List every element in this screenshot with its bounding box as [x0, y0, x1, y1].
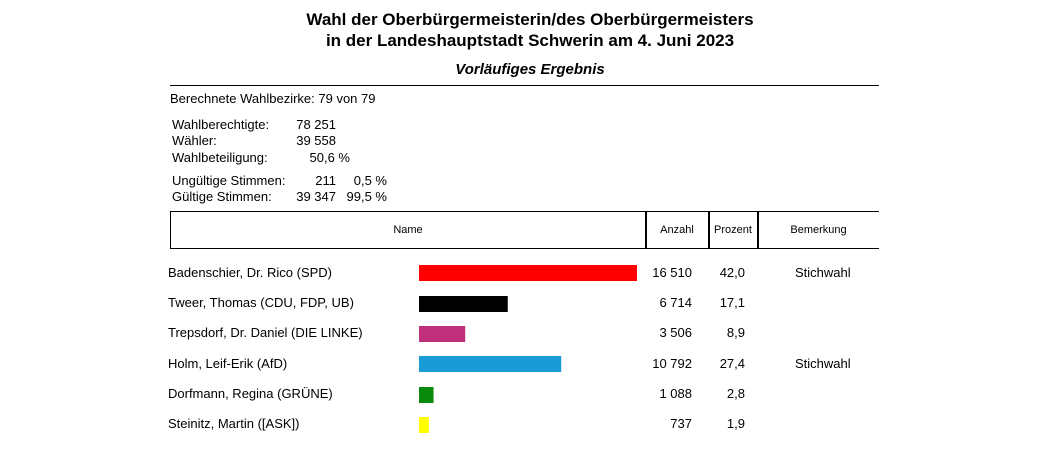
waehler-label: Wähler: — [172, 133, 217, 148]
candidate-name: Holm, Leif-Erik (AfD) — [168, 356, 288, 371]
table-header — [170, 211, 879, 249]
header-separator — [708, 211, 710, 249]
ungueltig-pct: 0,5 % — [353, 173, 387, 188]
candidate-percent: 27,4 — [719, 356, 745, 371]
vote-bar — [419, 387, 434, 403]
wahlberechtigte-value: 78 251 — [296, 117, 336, 132]
vote-bar — [419, 296, 508, 312]
candidate-percent: 42,0 — [719, 265, 745, 280]
gueltig-pct: 99,5 % — [346, 189, 387, 204]
vote-bar — [419, 326, 466, 342]
candidate-name: Trepsdorf, Dr. Daniel (DIE LINKE) — [168, 325, 363, 340]
ungueltig-label: Ungültige Stimmen: — [172, 173, 286, 188]
gueltig-value: 39 347 — [296, 189, 336, 204]
candidate-percent: 17,1 — [719, 295, 745, 310]
bezirke-text: Berechnete Wahlbezirke: 79 von 79 — [170, 91, 376, 106]
subtitle: Vorläufiges Ergebnis — [455, 61, 605, 78]
candidate-remark: Stichwahl — [795, 265, 851, 280]
header-separator — [645, 211, 647, 249]
candidate-percent: 8,9 — [726, 325, 745, 340]
header-prozent: Prozent — [714, 224, 752, 236]
header-rule — [170, 85, 879, 86]
gueltig-label: Gültige Stimmen: — [172, 189, 272, 204]
waehler-value: 39 558 — [296, 133, 336, 148]
candidate-percent: 2,8 — [726, 386, 745, 401]
candidate-name: Steinitz, Martin ([ASK]) — [168, 416, 300, 431]
header-name: Name — [393, 224, 423, 236]
beteiligung-label: Wahlbeteiligung: — [172, 150, 268, 165]
candidate-name: Badenschier, Dr. Rico (SPD) — [168, 265, 333, 280]
title-line-2: in der Landeshauptstadt Schwerin am 4. J… — [325, 31, 735, 50]
candidate-count: 1 088 — [659, 386, 692, 401]
candidate-name: Tweer, Thomas (CDU, FDP, UB) — [168, 295, 354, 310]
ungueltig-value: 211 — [315, 173, 336, 188]
vote-bar — [419, 417, 429, 433]
candidate-remark: Stichwahl — [795, 356, 851, 371]
candidate-count: 6 714 — [659, 295, 692, 310]
header-bemerkung: Bemerkung — [790, 224, 847, 236]
candidate-count: 737 — [670, 416, 692, 431]
header-separator — [757, 211, 759, 249]
beteiligung-value: 50,6 % — [309, 150, 350, 165]
vote-bar — [419, 356, 562, 372]
title-line-1: Wahl der Oberbürgermeisterin/des Oberbür… — [306, 10, 754, 29]
wahlberechtigte-label: Wahlberechtigte: — [172, 117, 270, 132]
candidate-percent: 1,9 — [726, 416, 745, 431]
header-anzahl: Anzahl — [660, 224, 694, 236]
candidate-count: 3 506 — [659, 325, 692, 340]
candidate-count: 10 792 — [652, 356, 692, 371]
vote-bar — [419, 265, 637, 281]
candidate-name: Dorfmann, Regina (GRÜNE) — [168, 386, 333, 401]
candidate-count: 16 510 — [652, 265, 692, 280]
